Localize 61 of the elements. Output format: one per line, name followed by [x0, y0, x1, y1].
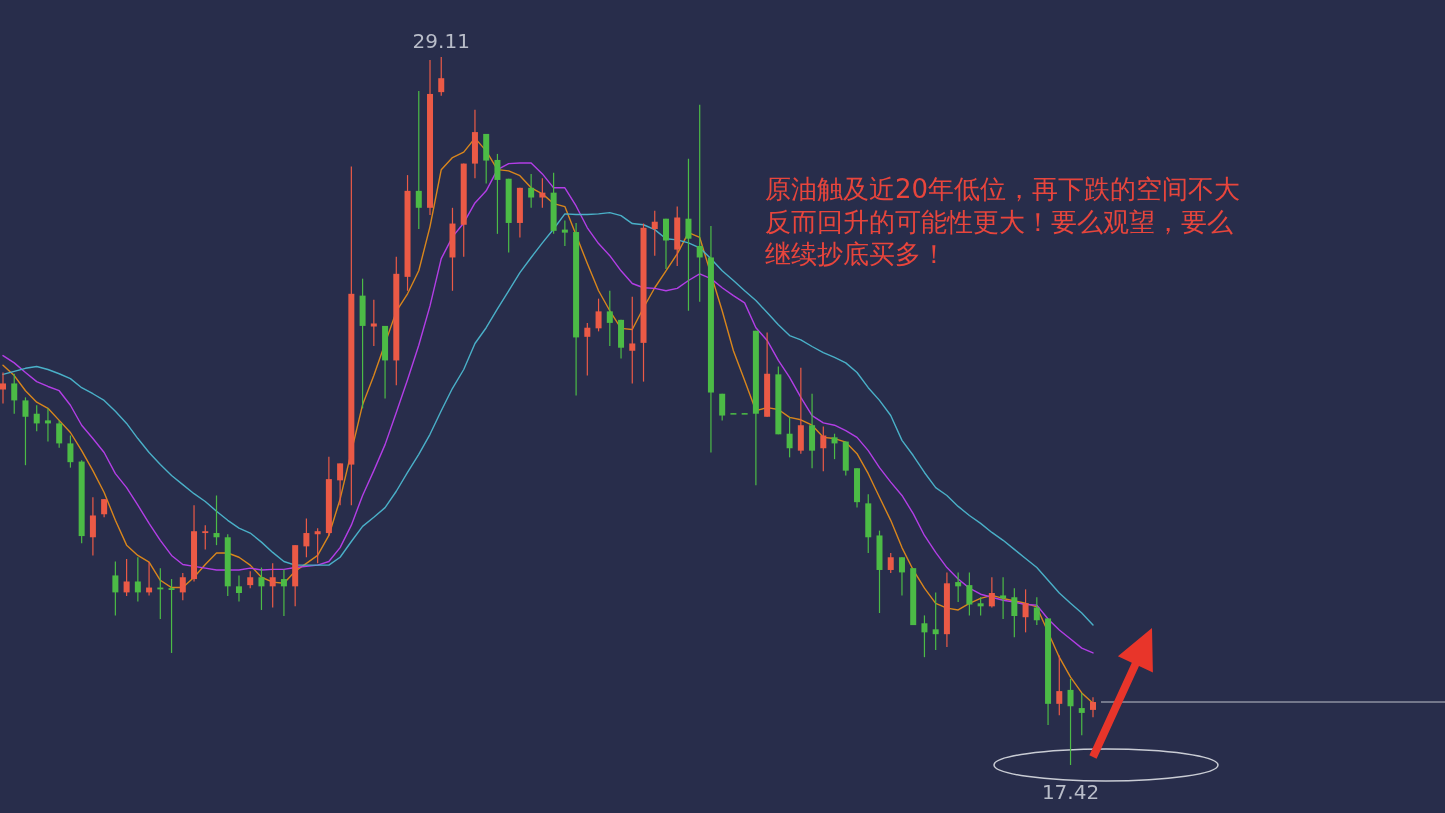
candlestick [314, 527, 321, 564]
candlestick [370, 299, 377, 347]
candlestick [584, 322, 591, 377]
candlestick [831, 433, 838, 460]
candlestick [337, 462, 344, 506]
candlestick [539, 177, 546, 209]
candlestick [280, 568, 287, 617]
candlestick [932, 591, 939, 651]
candlestick [629, 296, 636, 385]
candlestick [988, 576, 995, 609]
candlestick [966, 571, 973, 617]
annotation: 原油触及近20年低位，再下跌的空间不大反而回升的可能性更大！要么观望，要么继续抄底买多！ [765, 174, 1241, 269]
candlestick [168, 578, 175, 654]
candlestick [33, 404, 40, 432]
candlestick [898, 556, 905, 597]
candlestick [1022, 588, 1029, 633]
annotation: 29.11 [412, 29, 470, 53]
candlestick [820, 425, 827, 472]
candlestick [606, 290, 613, 347]
candlestick [56, 419, 63, 449]
candlestick [1090, 696, 1096, 718]
candlestick [123, 558, 130, 597]
candlestick [112, 560, 119, 617]
candlestick [561, 219, 568, 247]
candlestick [1067, 678, 1074, 766]
candlestick [202, 524, 209, 550]
candlestick [887, 552, 894, 574]
candlestick [101, 498, 108, 518]
candlestick [44, 407, 51, 443]
candlestick [89, 496, 96, 557]
candlestick [685, 158, 692, 312]
candlestick [179, 572, 186, 601]
candlestick [696, 104, 703, 303]
candlestick [719, 393, 726, 421]
candlestick [651, 210, 658, 257]
candlestick [11, 373, 18, 415]
candlestick [303, 517, 310, 558]
candlestick [269, 562, 276, 609]
candlestick [1011, 587, 1018, 638]
candlestick [415, 90, 422, 230]
candlestick [134, 556, 141, 603]
candlestick [1000, 576, 1007, 620]
candlestick [438, 56, 445, 97]
candlestick [67, 434, 74, 469]
candlestick [1078, 692, 1085, 736]
candlestick [786, 416, 793, 458]
candlestick [1056, 654, 1063, 716]
candlestick [955, 571, 962, 603]
candlestick [662, 218, 669, 270]
candlestick [921, 614, 928, 658]
candlestick [0, 371, 6, 405]
candlestick [22, 396, 29, 466]
candlestick [258, 566, 265, 611]
annotation: 17.42 [1041, 780, 1100, 804]
candlestick [977, 596, 984, 617]
candlestick [528, 173, 535, 209]
candlestick [213, 494, 220, 546]
candlestick [595, 298, 602, 332]
candlestick [494, 153, 501, 235]
candlestick [235, 574, 242, 603]
candlestick [1033, 596, 1040, 626]
